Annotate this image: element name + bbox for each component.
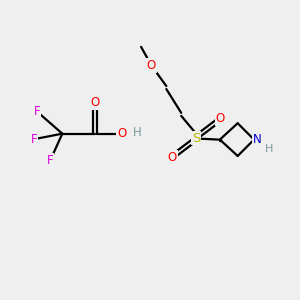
Text: F: F (31, 133, 38, 146)
Text: S: S (192, 132, 200, 145)
Text: F: F (34, 105, 40, 118)
Text: F: F (47, 154, 54, 167)
Text: O: O (90, 96, 100, 109)
Text: O: O (215, 112, 224, 125)
Text: H: H (265, 143, 274, 154)
Text: O: O (168, 151, 177, 164)
Text: H: H (133, 126, 142, 139)
Text: N: N (253, 133, 261, 146)
Text: O: O (147, 59, 156, 72)
Text: O: O (117, 127, 126, 140)
